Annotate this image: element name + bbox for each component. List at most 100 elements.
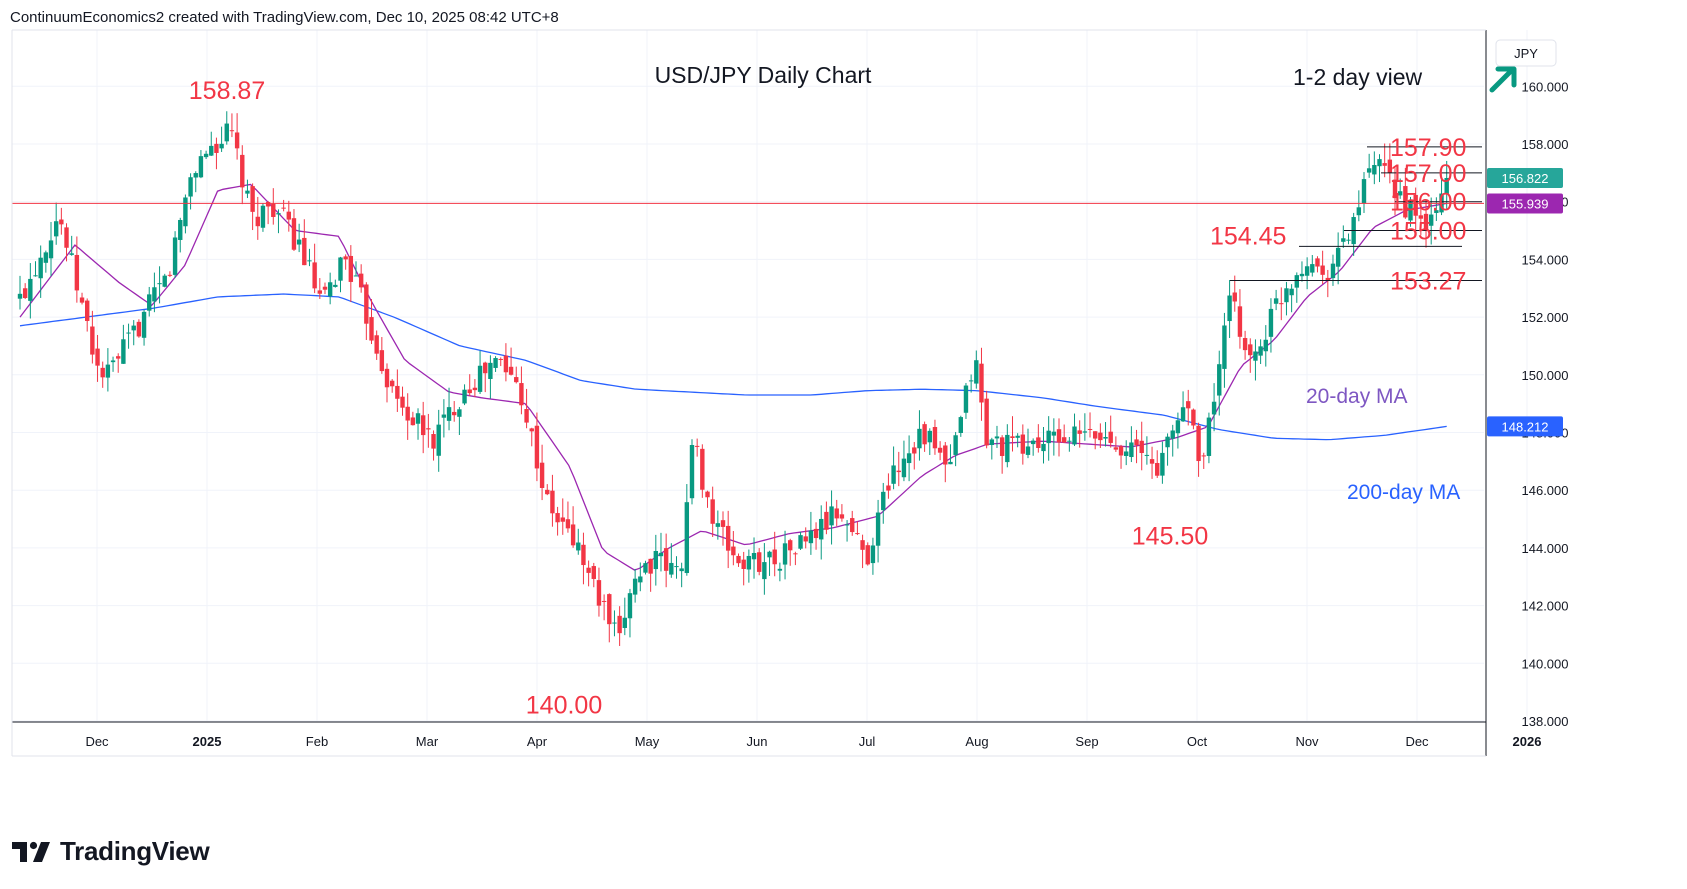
candle: [565, 501, 571, 533]
candle: [514, 366, 519, 384]
candle: [1299, 261, 1305, 282]
candle: [302, 219, 307, 266]
candle: [1392, 166, 1398, 216]
candle: [1310, 255, 1315, 277]
price-tag-close-text: 156.822: [1502, 171, 1549, 186]
candle: [126, 323, 131, 349]
candle: [519, 366, 524, 415]
candle: [1129, 426, 1134, 463]
candle: [327, 272, 333, 305]
candle: [1098, 423, 1103, 448]
candle: [1372, 151, 1377, 185]
candle: [95, 334, 100, 382]
candle: [576, 528, 581, 555]
candle: [912, 441, 917, 470]
candle: [1051, 418, 1057, 456]
candle: [777, 562, 783, 582]
candle: [214, 137, 219, 170]
candle: [658, 532, 664, 572]
candle: [420, 401, 426, 454]
candle: [255, 196, 260, 240]
candle: [839, 504, 845, 522]
candle: [1315, 256, 1320, 273]
candle: [824, 501, 829, 535]
candle: [59, 207, 64, 235]
candle: [1108, 415, 1113, 448]
candle: [994, 425, 1000, 448]
price-tag-ma20[interactable]: 155.939: [1487, 193, 1563, 214]
x-tick-label: Apr: [527, 734, 548, 749]
candle: [617, 606, 622, 646]
candle: [493, 356, 498, 372]
y-tick-label: 144.000: [1522, 541, 1569, 556]
candle: [596, 567, 602, 617]
candle: [162, 273, 167, 288]
candle: [865, 542, 870, 566]
candle: [1217, 350, 1222, 416]
candle: [379, 337, 385, 374]
candle: [121, 324, 126, 364]
candle: [1103, 422, 1108, 447]
candle: [84, 298, 90, 332]
candle: [265, 200, 271, 225]
candle: [79, 292, 85, 305]
chart-attribution: ContinuumEconomics2 created with Trading…: [10, 9, 559, 26]
candle: [364, 282, 369, 340]
candle: [1144, 436, 1150, 465]
candle: [581, 532, 586, 585]
candle: [446, 387, 452, 431]
candle: [503, 343, 509, 382]
x-tick-label: 2026: [1513, 734, 1542, 749]
candle: [1041, 427, 1046, 464]
candle: [1335, 232, 1341, 285]
candle: [1160, 441, 1165, 484]
candle: [1020, 424, 1026, 465]
candle: [69, 235, 74, 256]
candle: [53, 202, 59, 245]
candle: [1010, 416, 1015, 452]
y-tick-label: 160.000: [1522, 79, 1569, 94]
price-annotation: 158.87: [189, 77, 265, 105]
candle: [389, 379, 395, 393]
candle: [1072, 413, 1077, 447]
candle: [240, 145, 245, 205]
price-tag-ma200[interactable]: 148.212: [1487, 416, 1563, 437]
currency-label[interactable]: JPY: [1495, 39, 1557, 67]
candle: [312, 243, 317, 294]
candle: [322, 282, 328, 295]
ma20-label: 20-day MA: [1306, 385, 1408, 408]
candle: [395, 369, 400, 412]
x-tick-label: May: [635, 734, 660, 749]
candle: [296, 223, 302, 253]
candles-group: [17, 111, 1449, 646]
candle: [1165, 433, 1170, 466]
candle: [436, 409, 441, 472]
candle: [100, 361, 105, 388]
candle: [219, 126, 224, 152]
candle: [1289, 284, 1294, 313]
candle: [834, 499, 839, 527]
candle: [286, 200, 291, 232]
candle: [147, 286, 152, 317]
candle: [813, 522, 819, 550]
candle: [1046, 416, 1051, 461]
y-tick-label: 152.000: [1522, 310, 1569, 325]
candle: [529, 427, 534, 447]
candle: [1294, 272, 1299, 303]
chart-subtitle: 1-2 day view: [1293, 64, 1423, 90]
candle: [705, 490, 710, 508]
y-tick-label: 146.000: [1522, 483, 1569, 498]
candle: [1196, 422, 1201, 477]
footer-branding[interactable]: TradingView: [12, 836, 210, 867]
candle: [772, 531, 777, 577]
candle: [1134, 429, 1139, 464]
y-tick-label: 154.000: [1522, 252, 1569, 267]
candle: [808, 511, 814, 555]
price-tag-close[interactable]: 156.822: [1487, 167, 1563, 188]
candle: [508, 347, 514, 376]
candle: [198, 150, 204, 179]
candle: [348, 245, 354, 303]
candle: [700, 444, 705, 498]
candle: [477, 350, 483, 394]
